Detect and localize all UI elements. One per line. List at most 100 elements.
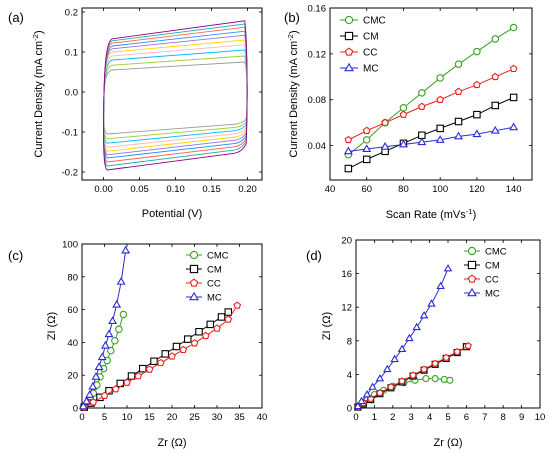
data-point-cc bbox=[156, 358, 165, 367]
y-axis-label-end: ) bbox=[33, 30, 45, 34]
panel-label-d: (d) bbox=[306, 248, 322, 263]
y-tick-label: 0.16 bbox=[308, 4, 327, 15]
x-tick-label: 40 bbox=[325, 184, 336, 195]
x-tick-label: 0.10 bbox=[166, 184, 185, 195]
panel-label-c: (c) bbox=[8, 248, 23, 263]
x-tick-label: 120 bbox=[469, 184, 485, 195]
x-tick-label: 35 bbox=[234, 412, 245, 423]
legend-label-cm: CM bbox=[363, 32, 379, 43]
data-point-cc bbox=[436, 95, 445, 103]
data-point-cc bbox=[509, 64, 518, 73]
y-tick-label: 0.0 bbox=[65, 88, 78, 99]
x-axis-label-sup: -1 bbox=[466, 207, 473, 216]
data-point-mc bbox=[78, 401, 88, 410]
data-point-mc bbox=[104, 329, 114, 338]
data-point-cc bbox=[362, 126, 371, 134]
data-point-cm bbox=[161, 350, 170, 358]
y-tick-label: 0.08 bbox=[308, 95, 327, 106]
data-point-cc bbox=[431, 359, 439, 367]
series-line-cc bbox=[348, 68, 514, 141]
data-point-cmc bbox=[111, 337, 119, 345]
data-point-cc bbox=[344, 135, 353, 144]
y-axis-label-sup: -2 bbox=[286, 34, 295, 41]
data-point-cmc bbox=[431, 375, 439, 383]
legend-marker-cc bbox=[189, 278, 199, 287]
data-point-mc bbox=[362, 144, 372, 152]
y-axis-label-sup: -2 bbox=[31, 34, 40, 41]
legend-label-cmc: CMC bbox=[207, 251, 229, 262]
x-axis-label-end: ) bbox=[473, 209, 477, 221]
data-point-cm bbox=[344, 164, 353, 173]
data-point-mc bbox=[82, 396, 91, 405]
data-point-mc bbox=[383, 364, 392, 373]
legend-marker-cmc bbox=[467, 246, 477, 256]
legend-label-cmc: CMC bbox=[363, 16, 386, 27]
data-point-cc bbox=[409, 371, 417, 379]
data-point-cm bbox=[139, 364, 147, 373]
y-tick-label: 0.12 bbox=[308, 49, 327, 60]
data-point-cm bbox=[127, 372, 136, 380]
y-tick-label: 0.04 bbox=[308, 141, 327, 152]
series-line-cmc bbox=[348, 27, 514, 156]
data-point-cmc bbox=[362, 136, 371, 144]
data-point-mc bbox=[116, 276, 126, 285]
y-tick-label: 80 bbox=[67, 272, 78, 283]
data-point-cm bbox=[509, 93, 518, 102]
y-tick-label: 20 bbox=[341, 236, 352, 247]
legend-marker-cmc bbox=[344, 15, 354, 25]
panel-label-b: (b) bbox=[284, 10, 300, 25]
data-point-cc bbox=[381, 118, 389, 126]
data-point-mc bbox=[436, 281, 445, 290]
legend-marker-mc bbox=[344, 62, 354, 72]
legend-label-mc: MC bbox=[485, 289, 500, 300]
x-axis-label-main: Zr (Ω) bbox=[158, 437, 187, 449]
data-point-cc bbox=[473, 80, 481, 89]
data-point-mc bbox=[398, 139, 408, 148]
data-point-cmc bbox=[473, 47, 481, 56]
x-tick-label: 4 bbox=[427, 412, 432, 423]
data-point-mc bbox=[100, 340, 110, 349]
data-point-mc bbox=[472, 129, 482, 138]
y-tick-label: 0.2 bbox=[65, 8, 78, 19]
data-point-mc bbox=[443, 264, 453, 272]
data-point-cc bbox=[491, 72, 500, 81]
x-tick-label: 20 bbox=[167, 412, 178, 423]
data-point-mc bbox=[108, 316, 118, 325]
data-point-cm bbox=[473, 110, 481, 119]
x-axis-label-main: Scan Rate (mVs bbox=[386, 209, 467, 221]
data-point-cmc bbox=[418, 89, 426, 97]
x-tick-label: 9 bbox=[519, 412, 524, 423]
x-axis-label: Potential (V) bbox=[142, 208, 203, 220]
data-point-cm bbox=[362, 155, 371, 164]
data-point-mc bbox=[88, 381, 98, 390]
x-tick-label: 80 bbox=[398, 184, 409, 195]
x-tick-label: 7 bbox=[482, 412, 487, 423]
legend-label-cc: CC bbox=[363, 48, 377, 59]
x-tick-label: 100 bbox=[432, 184, 448, 195]
legend-marker-mc bbox=[467, 287, 477, 297]
data-point-cmc bbox=[107, 346, 115, 355]
legend-label-cm: CM bbox=[485, 261, 500, 272]
y-tick-label: 100 bbox=[62, 240, 78, 251]
data-point-cc bbox=[454, 87, 463, 95]
data-point-cmc bbox=[115, 325, 123, 334]
data-point-mc bbox=[390, 354, 399, 363]
data-point-mc bbox=[97, 352, 107, 361]
x-tick-label: 25 bbox=[189, 412, 200, 423]
x-axis-label: Scan Rate (mVs-1) bbox=[386, 207, 477, 221]
data-point-cm bbox=[206, 320, 215, 329]
series-line-mc bbox=[348, 126, 514, 152]
data-point-cc bbox=[399, 110, 408, 118]
chart-panel-b: 40 60 80 100 120 1400.040.080.120.16CMCCMCCMC… bbox=[284, 4, 533, 221]
legend-marker-cm bbox=[189, 264, 199, 274]
data-point-cm bbox=[436, 124, 444, 133]
data-point-cmc bbox=[119, 310, 128, 319]
data-point-cc bbox=[89, 398, 98, 406]
y-tick-label: 40 bbox=[67, 338, 78, 349]
y-axis-label-end: ) bbox=[288, 30, 300, 34]
y-tick-label: 16 bbox=[341, 269, 352, 280]
data-point-cm bbox=[454, 117, 463, 126]
data-point-mc bbox=[397, 344, 407, 353]
data-point-cc bbox=[233, 301, 242, 309]
